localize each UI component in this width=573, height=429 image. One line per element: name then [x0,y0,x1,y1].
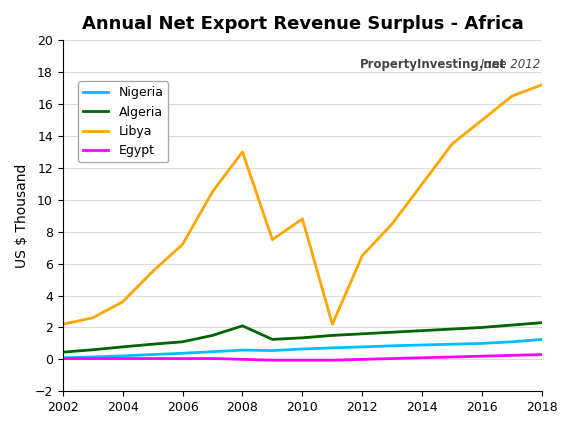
Title: Annual Net Export Revenue Surplus - Africa: Annual Net Export Revenue Surplus - Afri… [81,15,523,33]
Nigeria [239,347,246,353]
Egypt [269,358,276,363]
Egypt [59,356,66,361]
Nigeria [509,339,516,344]
Algeria [239,323,246,329]
Libya [389,221,396,226]
Egypt [89,356,96,361]
Algeria [89,347,96,352]
Libya [539,82,545,88]
Algeria [389,329,396,335]
Libya [359,253,366,258]
Y-axis label: US $ Thousand: US $ Thousand [15,163,29,268]
Text: PropertyInvesting.net: PropertyInvesting.net [360,57,507,71]
Libya [119,299,126,305]
Nigeria [179,351,186,356]
Libya [269,237,276,242]
Libya [89,315,96,320]
Egypt [449,354,456,360]
Nigeria [59,355,66,360]
Nigeria [269,348,276,353]
Algeria [479,325,486,330]
Libya [509,94,516,99]
Algeria [509,323,516,328]
Nigeria [449,341,456,347]
Text: June 2012: June 2012 [477,57,541,71]
Nigeria [299,346,306,351]
Algeria [269,337,276,342]
Line: Egypt: Egypt [62,354,542,360]
Algeria [59,350,66,355]
Egypt [239,357,246,362]
Libya [59,322,66,327]
Nigeria [419,342,426,347]
Egypt [419,355,426,360]
Algeria [179,339,186,344]
Egypt [539,352,545,357]
Nigeria [539,337,545,342]
Algeria [359,331,366,336]
Line: Libya: Libya [62,85,542,324]
Legend: Nigeria, Algeria, Libya, Egypt: Nigeria, Algeria, Libya, Egypt [79,82,168,162]
Libya [419,181,426,186]
Libya [179,242,186,247]
Egypt [509,353,516,358]
Nigeria [149,352,156,357]
Nigeria [389,343,396,348]
Nigeria [209,349,216,354]
Egypt [179,356,186,361]
Line: Algeria: Algeria [62,323,542,352]
Nigeria [89,354,96,360]
Nigeria [329,345,336,350]
Libya [479,118,486,123]
Algeria [149,341,156,347]
Egypt [149,356,156,361]
Algeria [119,344,126,350]
Nigeria [119,353,126,358]
Algeria [419,328,426,333]
Line: Nigeria: Nigeria [62,339,542,358]
Egypt [329,358,336,363]
Egypt [299,358,306,363]
Egypt [119,356,126,361]
Libya [329,322,336,327]
Libya [449,141,456,146]
Libya [299,216,306,221]
Nigeria [359,344,366,350]
Algeria [449,326,456,332]
Nigeria [479,341,486,346]
Egypt [359,357,366,362]
Algeria [209,333,216,338]
Egypt [389,356,396,361]
Algeria [539,320,545,325]
Libya [209,189,216,194]
Algeria [329,333,336,338]
Egypt [479,353,486,359]
Algeria [299,335,306,340]
Libya [149,269,156,274]
Libya [239,149,246,154]
Egypt [209,356,216,361]
